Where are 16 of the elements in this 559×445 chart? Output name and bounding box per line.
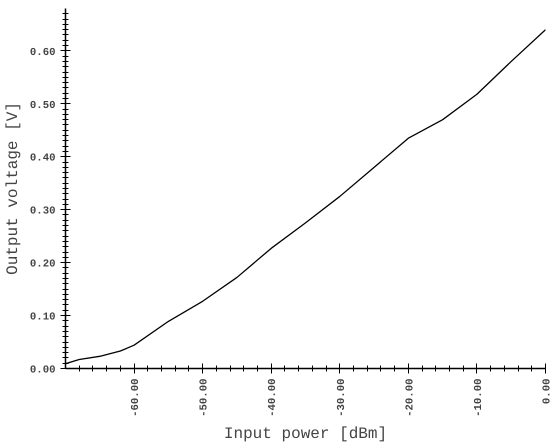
x-tick-label: -60.00 xyxy=(130,378,142,417)
y-tick-label: 0.30 xyxy=(30,206,56,218)
y-tick-label: 0.10 xyxy=(30,312,56,324)
y-tick-label: 0.20 xyxy=(30,258,56,271)
x-tick-label: -40.00 xyxy=(267,378,280,417)
y-tick-label: 0.50 xyxy=(30,100,56,112)
y-tick-label: 0.60 xyxy=(30,46,56,59)
x-tick-label: 0.00 xyxy=(542,378,554,404)
x-tick-label: -30.00 xyxy=(336,378,348,417)
y-tick-label: 0.40 xyxy=(30,152,56,165)
x-tick-label: -50.00 xyxy=(198,378,211,417)
y-axis-title: Output voltage [V] xyxy=(4,102,22,275)
x-axis-title: Input power [dBm] xyxy=(224,424,388,443)
x-tick-label: -20.00 xyxy=(404,378,416,417)
x-tick-label: -10.00 xyxy=(472,378,485,417)
y-tick-label: 0.00 xyxy=(30,364,56,376)
